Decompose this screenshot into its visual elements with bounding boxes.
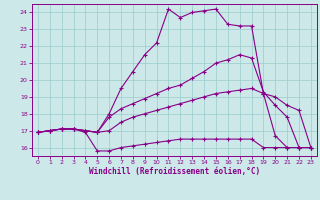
X-axis label: Windchill (Refroidissement éolien,°C): Windchill (Refroidissement éolien,°C) (89, 167, 260, 176)
